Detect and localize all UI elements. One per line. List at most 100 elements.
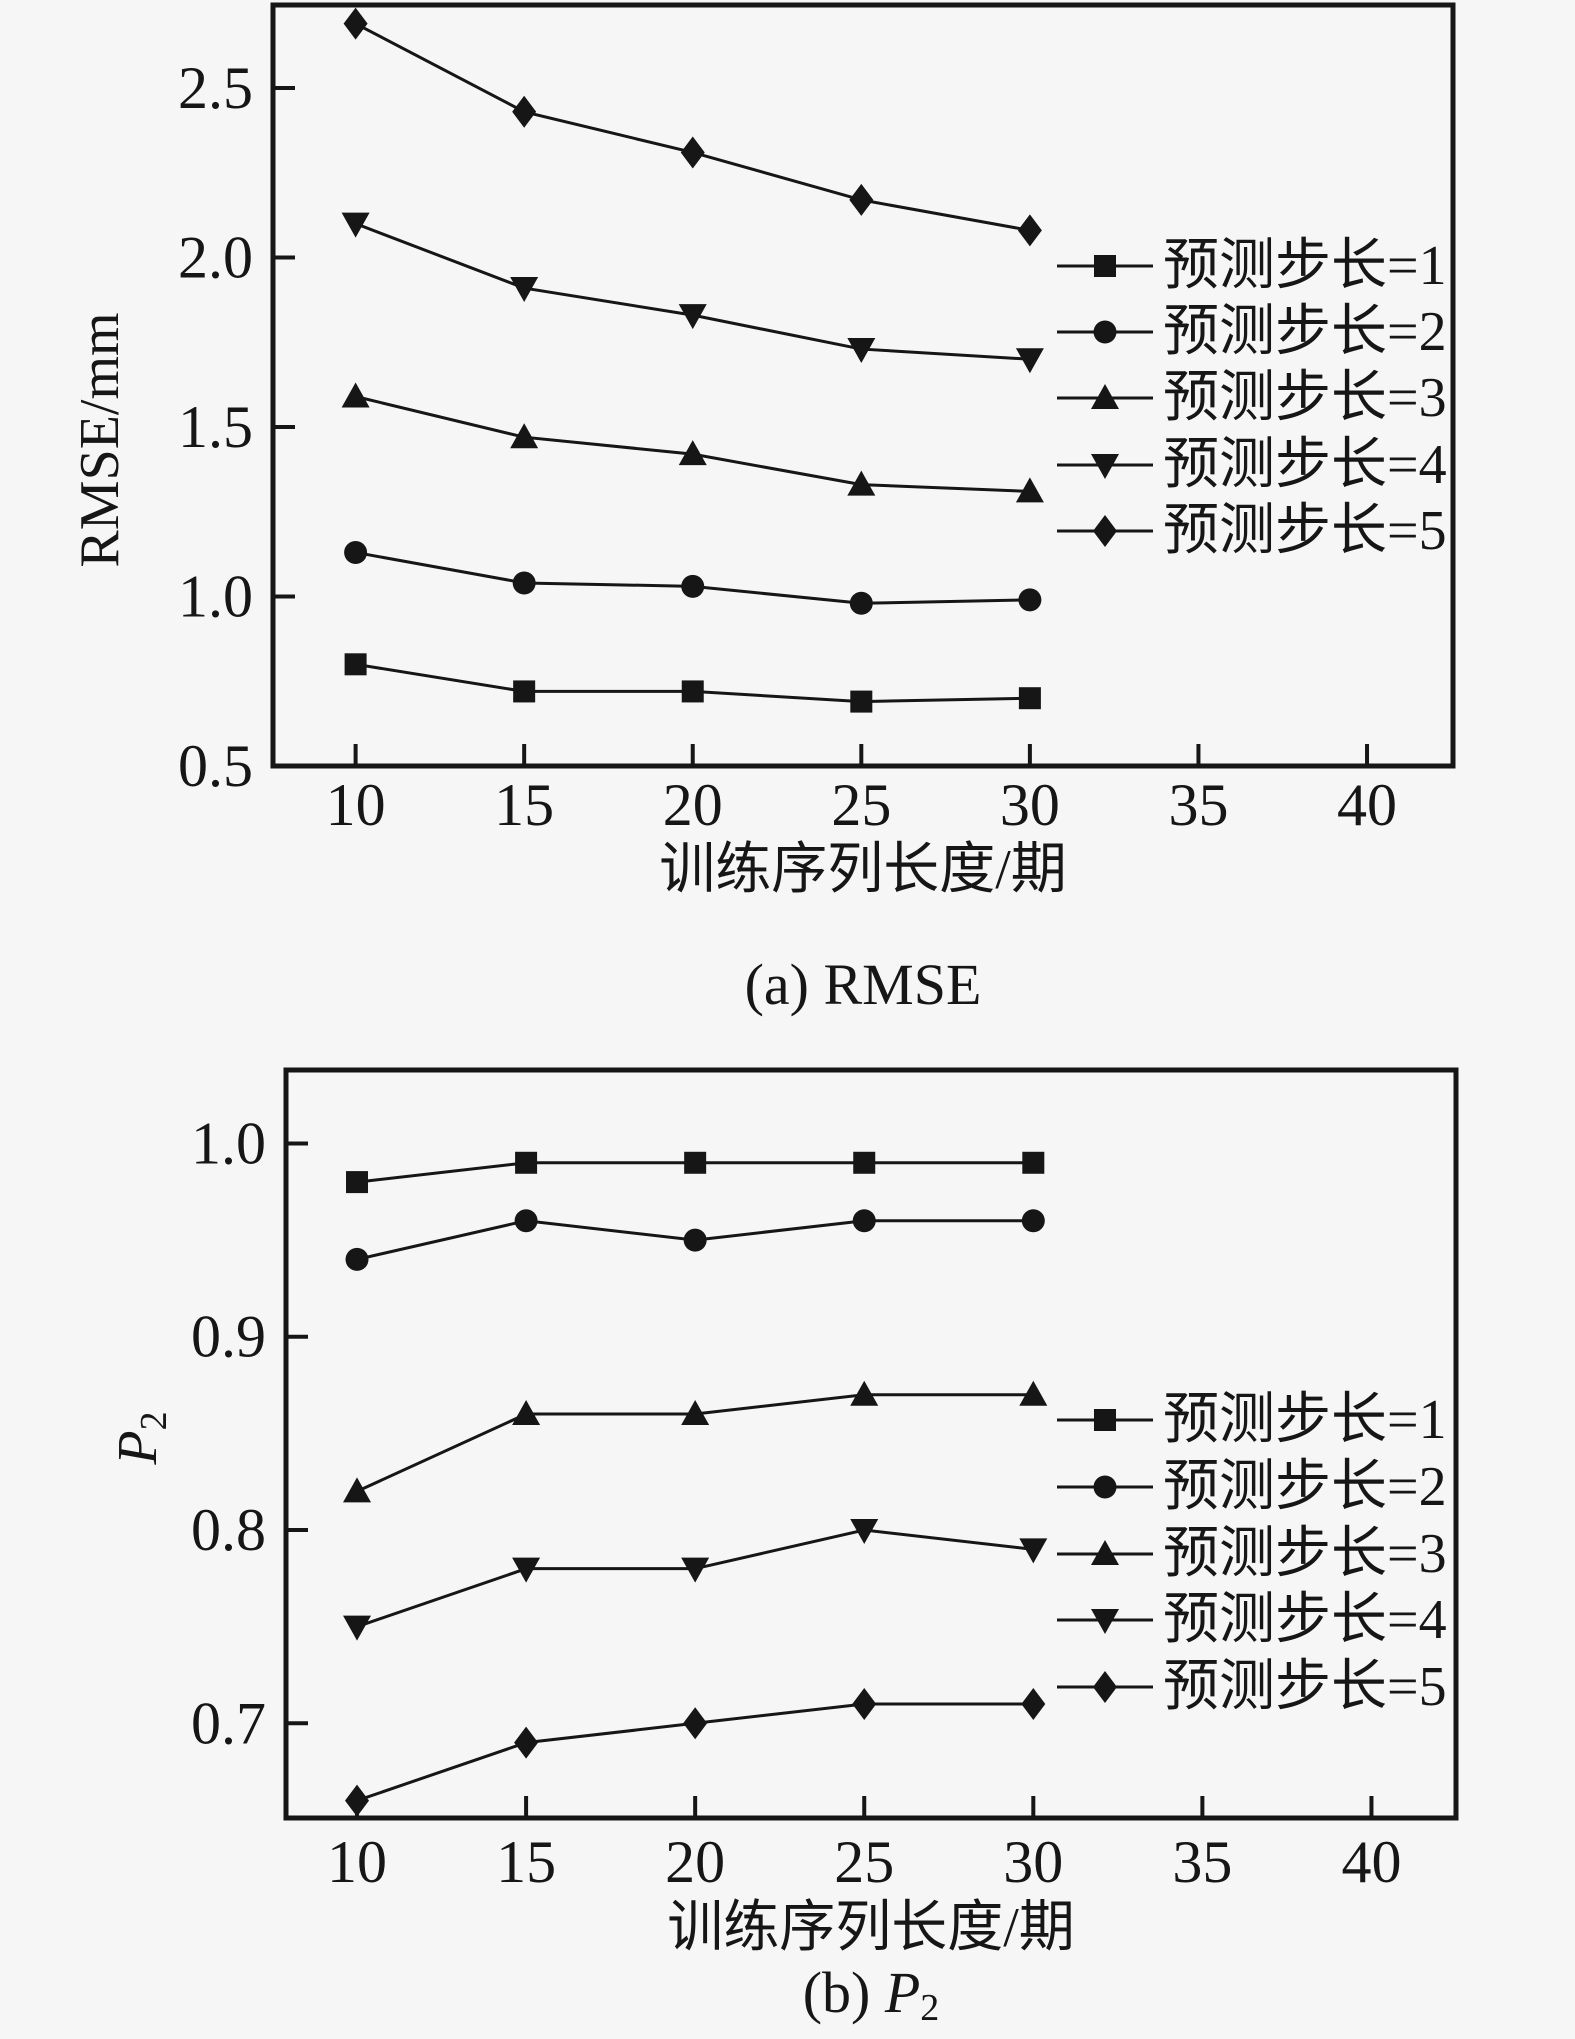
marker-triangle-down — [343, 1615, 372, 1641]
marker-square — [1022, 1151, 1045, 1174]
marker-circle — [512, 571, 536, 595]
marker-square — [850, 690, 873, 713]
marker-triangle-up — [512, 1400, 541, 1426]
x-tick-label: 30 — [1003, 1829, 1063, 1895]
marker-diamond — [852, 1687, 877, 1720]
marker-diamond — [683, 1707, 708, 1740]
legend-marker-triangle-down — [1091, 454, 1119, 479]
x-tick-label: 15 — [494, 772, 554, 838]
y-tick-label: 1.0 — [178, 564, 253, 630]
series-step-3 — [341, 382, 1044, 503]
marker-diamond — [680, 136, 705, 169]
legend-item-4: 预测步长=4 — [1057, 1589, 1447, 1651]
series-step-3 — [343, 1380, 1048, 1503]
series-step-1 — [344, 653, 1041, 713]
subplot-caption-b: (b) P2 — [803, 1960, 940, 2030]
marker-triangle-up — [850, 1380, 879, 1406]
legend-item-2: 预测步长=2 — [1057, 1456, 1447, 1518]
marker-circle — [1021, 1209, 1045, 1233]
marker-circle — [849, 591, 873, 615]
legend-marker-triangle-up — [1091, 384, 1119, 409]
marker-diamond — [343, 7, 368, 40]
series-step-5 — [345, 1687, 1046, 1817]
series-step-5 — [343, 7, 1042, 247]
x-tick-label: 30 — [1000, 772, 1060, 838]
x-axis-label: 训练序列长度/期 — [659, 839, 1067, 901]
x-tick-label: 40 — [1337, 772, 1397, 838]
marker-triangle-up — [343, 1477, 372, 1503]
series-step-4 — [341, 212, 1044, 374]
legend-marker-square — [1094, 1409, 1116, 1431]
plot-area — [270, 2, 1456, 769]
legend-marker-square — [1094, 255, 1116, 277]
marker-square — [681, 680, 704, 703]
marker-square — [853, 1151, 876, 1174]
y-tick-label: 2.0 — [178, 225, 253, 291]
marker-triangle-down — [847, 338, 876, 364]
legend-item-1: 预测步长=1 — [1057, 235, 1447, 297]
legend-item-5: 预测步长=5 — [1057, 500, 1447, 562]
legend-marker-circle — [1093, 1475, 1117, 1499]
marker-circle — [345, 1247, 369, 1271]
legend-label: 预测步长=5 — [1163, 1656, 1447, 1718]
marker-square — [513, 680, 536, 703]
x-axis-label: 训练序列长度/期 — [667, 1897, 1075, 1959]
legend-item-3: 预测步长=3 — [1057, 367, 1447, 429]
marker-square — [684, 1151, 707, 1174]
marker-circle — [683, 1228, 707, 1252]
y-tick-label: 0.5 — [178, 733, 253, 799]
y-axis-label: RMSE/mm — [69, 312, 131, 567]
marker-diamond — [1021, 1687, 1046, 1720]
marker-square — [1018, 687, 1041, 710]
marker-circle — [1018, 588, 1042, 612]
x-tick-label: 40 — [1341, 1829, 1401, 1895]
marker-triangle-up — [1015, 477, 1044, 503]
marker-diamond — [345, 1784, 370, 1817]
y-tick-label: 2.5 — [178, 55, 253, 121]
marker-triangle-down — [512, 1557, 541, 1583]
x-tick-label: 10 — [326, 772, 386, 838]
legend-label: 预测步长=4 — [1163, 1589, 1447, 1651]
legend-label: 预测步长=1 — [1163, 1389, 1447, 1451]
marker-triangle-up — [678, 440, 707, 466]
x-tick-label: 25 — [834, 1829, 894, 1895]
legend-item-5: 预测步长=5 — [1057, 1656, 1447, 1718]
y-tick-label: 0.9 — [191, 1304, 266, 1370]
y-tick-label: 0.8 — [191, 1497, 266, 1563]
legend-marker-triangle-up — [1091, 1540, 1119, 1565]
marker-diamond — [849, 183, 874, 216]
series-line — [354, 22, 1031, 232]
legend-item-2: 预测步长=2 — [1057, 301, 1447, 363]
marker-triangle-down — [510, 277, 539, 303]
legend-item-1: 预测步长=1 — [1057, 1389, 1447, 1451]
marker-triangle-up — [510, 423, 539, 449]
x-tick-label: 25 — [831, 772, 891, 838]
marker-triangle-down — [341, 212, 370, 238]
y-axis-label: P2 — [107, 1411, 175, 1465]
marker-square — [346, 1171, 369, 1194]
marker-diamond — [514, 1726, 539, 1759]
x-tick-label: 35 — [1172, 1829, 1232, 1895]
marker-circle — [681, 574, 705, 598]
subplot-caption-a: (a) RMSE — [745, 952, 982, 1017]
marker-circle — [514, 1209, 538, 1233]
marker-triangle-up — [1019, 1380, 1048, 1406]
marker-circle — [852, 1209, 876, 1233]
marker-triangle-down — [681, 1557, 710, 1583]
legend-marker-diamond — [1093, 1671, 1117, 1703]
legend-label: 预测步长=4 — [1163, 434, 1447, 496]
marker-triangle-up — [341, 382, 370, 408]
x-tick-label: 20 — [663, 772, 723, 838]
legend-label: 预测步长=5 — [1163, 500, 1447, 562]
marker-triangle-up — [681, 1400, 710, 1426]
legend-label: 预测步长=3 — [1163, 367, 1447, 429]
marker-triangle-down — [1015, 348, 1044, 374]
marker-triangle-down — [678, 304, 707, 330]
legend-marker-diamond — [1093, 515, 1117, 547]
y-tick-label: 1.5 — [178, 394, 253, 460]
legend-marker-triangle-down — [1091, 1609, 1119, 1634]
series-step-1 — [346, 1151, 1045, 1194]
